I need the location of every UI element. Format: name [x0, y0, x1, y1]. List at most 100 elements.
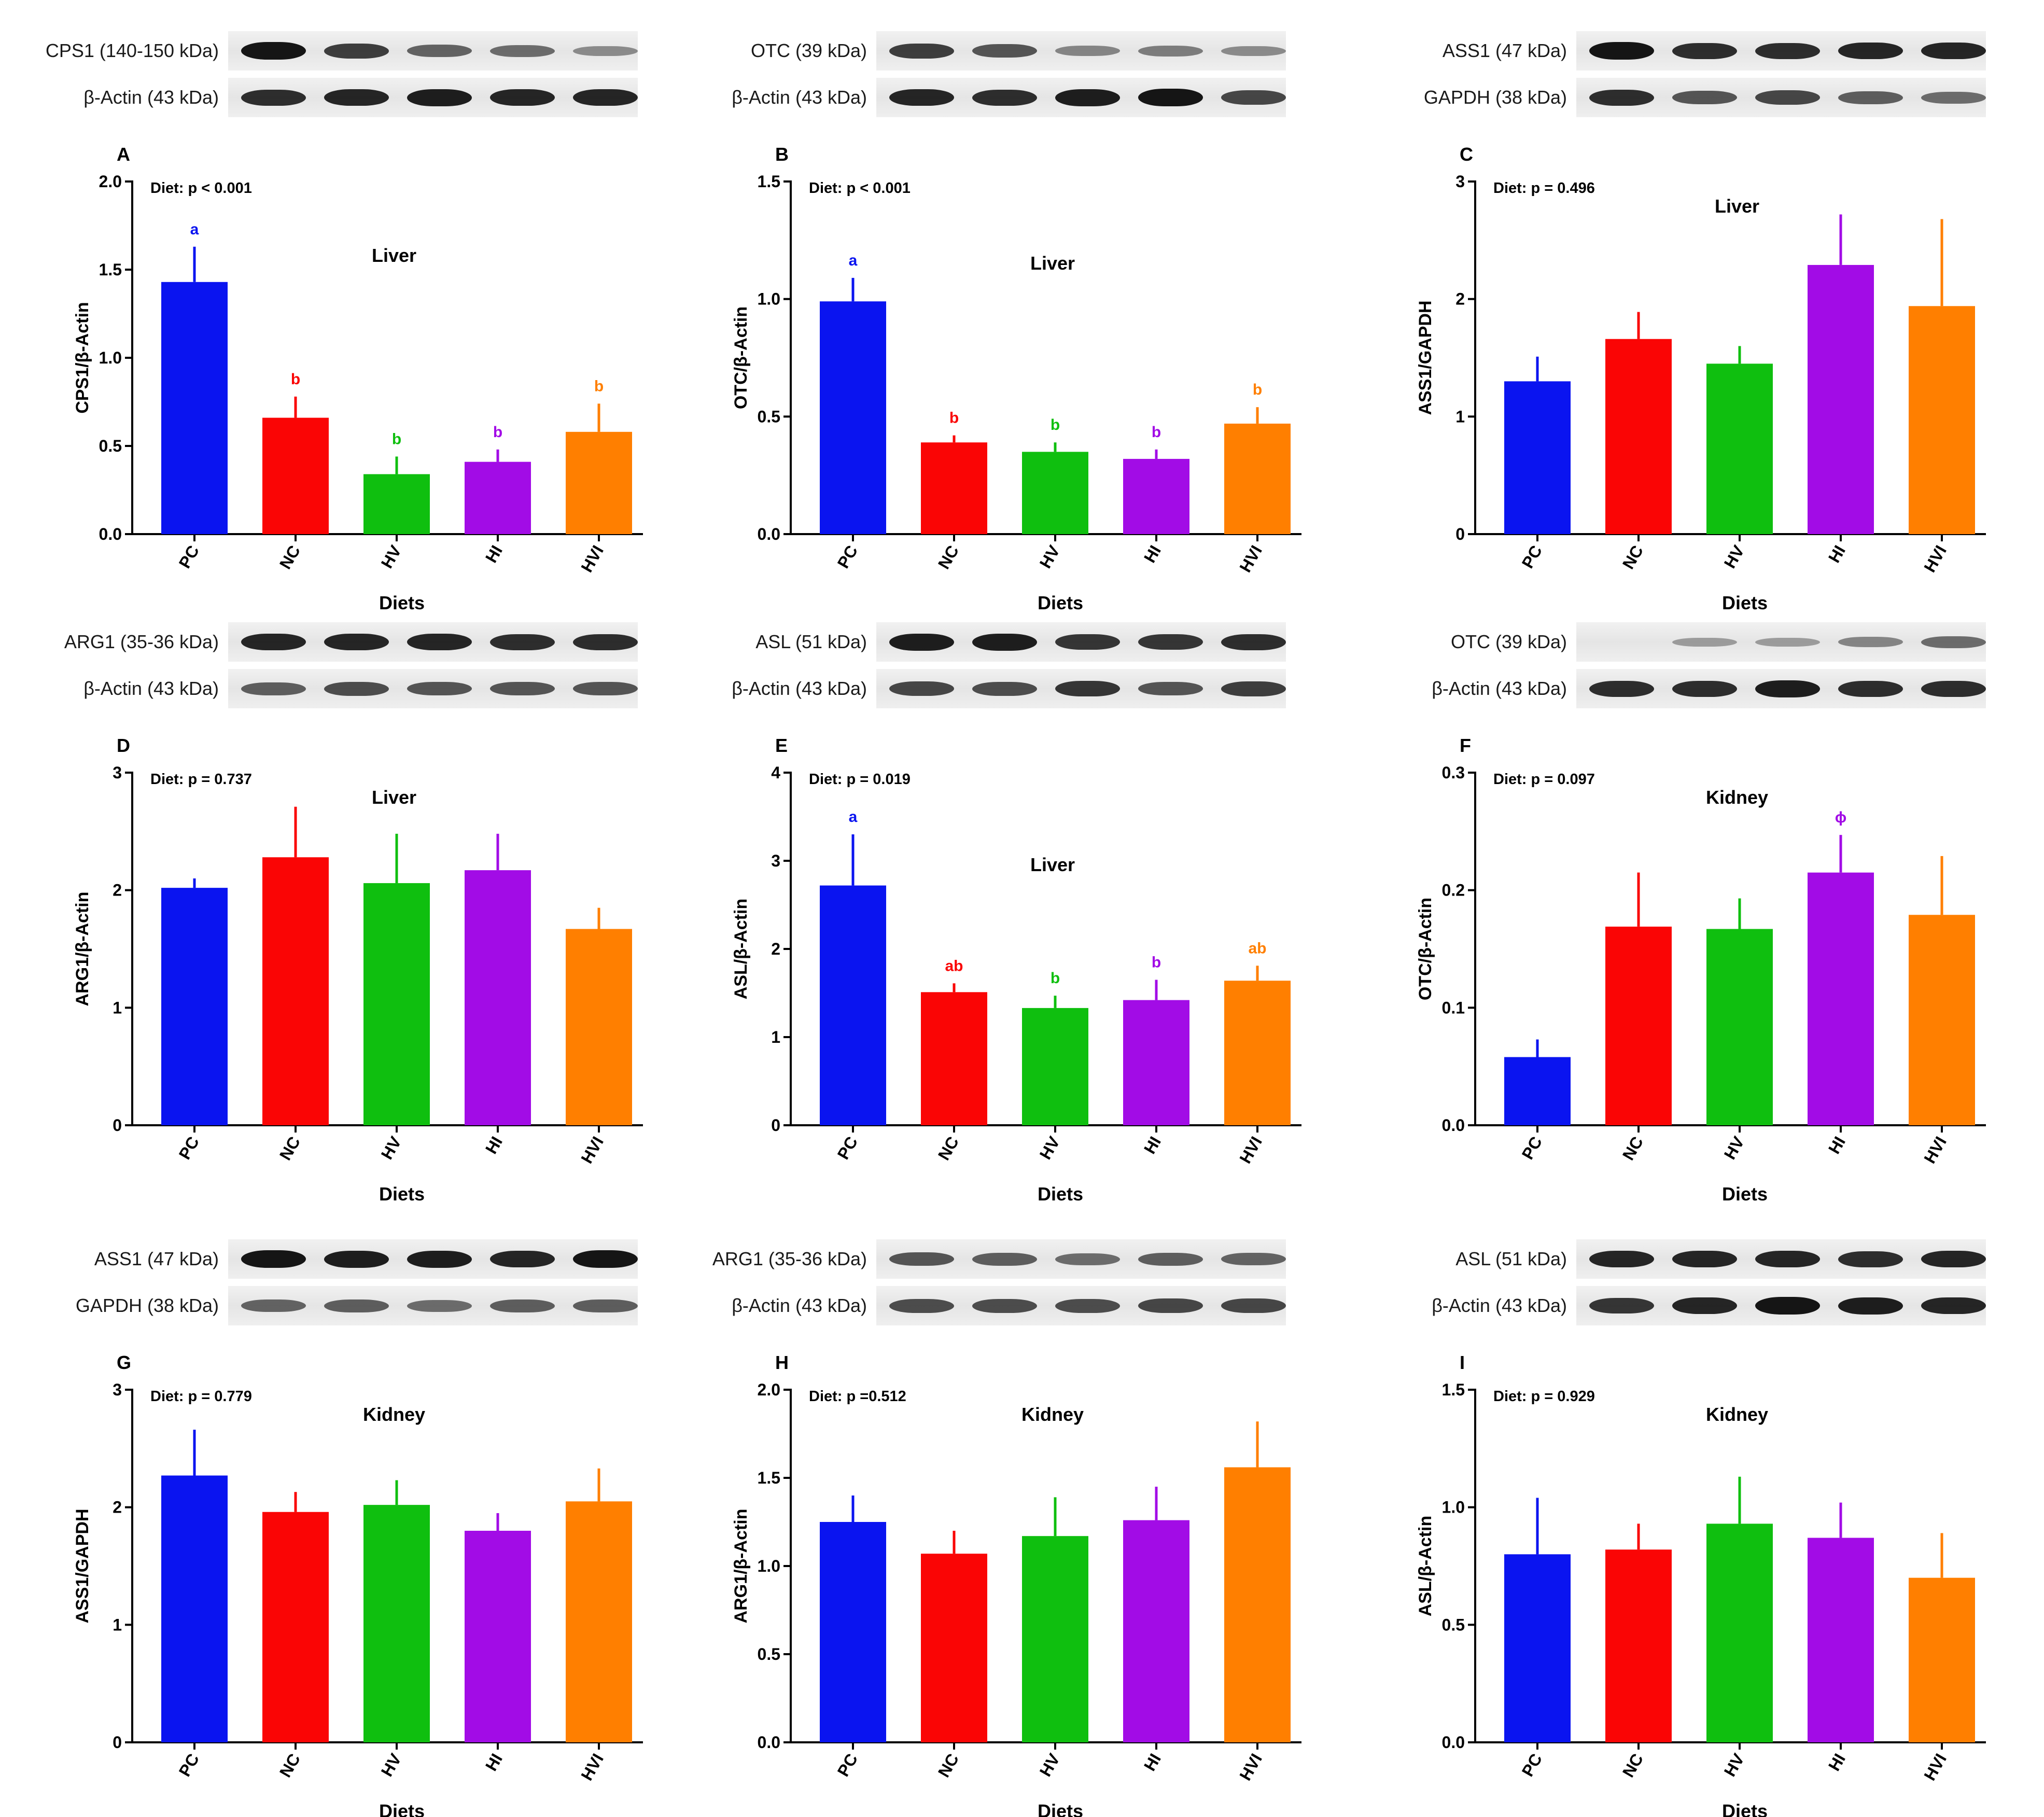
y-tick-label: 4	[771, 763, 780, 782]
bar-chart: G Diet: p = 0.779 Kidney 0 1 2 3 ASS1/GAPDH PC NC…	[73, 1352, 643, 1817]
bar	[1224, 981, 1291, 1125]
blot-band	[1221, 46, 1286, 56]
x-tick-label: HVI	[577, 1751, 607, 1784]
blot-label: OTC (39 kDa)	[750, 40, 867, 61]
chart-title: Kidney	[1706, 787, 1768, 808]
bar	[921, 992, 987, 1125]
chart-title: Liver	[372, 245, 416, 266]
blot-band	[1055, 1298, 1120, 1313]
y-tick-label: 3	[771, 851, 780, 870]
blot-row: ASL (51 kDa)	[755, 622, 1286, 662]
blot-band	[1921, 1297, 1986, 1314]
blot-row: ARG1 (35-36 kDa)	[712, 1239, 1286, 1279]
blot-band	[407, 1250, 472, 1268]
y-tick-label: 2.0	[99, 172, 122, 191]
panel-letter: D	[117, 735, 130, 756]
blot-band	[241, 634, 306, 650]
blot-band	[889, 1252, 954, 1266]
stat-label: Diet: p = 0.779	[150, 1388, 252, 1405]
x-tick-label: HI	[1140, 1751, 1165, 1774]
bar	[921, 1554, 987, 1742]
blot-label: β-Actin (43 kDa)	[83, 87, 219, 108]
x-tick-label: NC	[276, 1751, 304, 1781]
x-tick-label: HI	[1140, 1134, 1165, 1157]
x-tick-label: NC	[1619, 1751, 1647, 1781]
blot-band	[1055, 89, 1120, 106]
x-axis-label: Diets	[379, 1800, 425, 1817]
x-tick-label: HI	[1825, 1134, 1849, 1157]
blot-band	[573, 634, 638, 650]
blot-band	[407, 45, 472, 57]
x-axis-label: Diets	[1722, 592, 1768, 613]
blot-band	[324, 1299, 389, 1312]
x-tick-label: HI	[482, 1134, 506, 1157]
blot-band	[1838, 43, 1903, 59]
x-tick-label: HI	[482, 542, 506, 566]
y-tick-label: 1	[113, 998, 122, 1017]
stat-label: Diet: p = 0.929	[1493, 1388, 1595, 1405]
x-tick-label: PC	[834, 1134, 861, 1163]
significance-letter: b	[1253, 381, 1262, 398]
blot-label: ASS1 (47 kDa)	[94, 1248, 219, 1269]
blot-label: ASL (51 kDa)	[1455, 1248, 1567, 1269]
panel-letter: E	[775, 735, 788, 756]
blot-image	[1576, 622, 1986, 662]
panel-letter: G	[117, 1352, 131, 1373]
blot-band	[490, 1299, 555, 1312]
bar	[363, 883, 430, 1125]
bar-chart: C Diet: p = 0.496 Liver 0 1 2 3 ASS1/GAPDH PC NC H…	[1416, 144, 1986, 613]
y-tick-label: 3	[113, 1380, 122, 1399]
blot-band	[324, 681, 389, 696]
blot-row: β-Actin (43 kDa)	[83, 669, 638, 708]
bar	[363, 1505, 430, 1742]
stat-label: Diet: p = 0.496	[1493, 180, 1595, 197]
x-tick-label: HVI	[1920, 542, 1950, 576]
blot-band	[324, 89, 389, 106]
x-tick-label: NC	[934, 1751, 962, 1781]
bar	[1706, 929, 1773, 1125]
blot-band	[972, 633, 1037, 651]
bar	[161, 282, 228, 534]
blot-band	[1138, 682, 1203, 695]
blot-band	[407, 89, 472, 106]
blot-band	[1921, 636, 1986, 648]
stat-label: Diet: p = 0.737	[150, 771, 252, 788]
x-tick-label: PC	[175, 542, 203, 571]
bar	[1808, 264, 1874, 534]
stat-label: Diet: p = 0.019	[809, 771, 911, 788]
blot-band	[1221, 1253, 1286, 1265]
blot-label: OTC (39 kDa)	[1450, 631, 1567, 652]
blot-label: β-Actin (43 kDa)	[732, 87, 867, 108]
significance-letter: b	[1051, 416, 1060, 434]
y-tick-label: 0.0	[758, 1733, 780, 1752]
blot-label: ASL (51 kDa)	[755, 631, 867, 652]
x-tick-label: NC	[934, 542, 962, 572]
x-tick-label: HVI	[1920, 1134, 1950, 1167]
x-tick-label: HV	[1720, 1750, 1748, 1780]
bar	[820, 885, 886, 1125]
blot-row: β-Actin (43 kDa)	[1432, 669, 1986, 708]
significance-letter: b	[1152, 954, 1161, 971]
significance-letter: b	[291, 371, 300, 388]
blot-label: ARG1 (35-36 kDa)	[64, 631, 219, 652]
x-tick-label: HV	[1036, 542, 1064, 571]
x-tick-label: HVI	[1236, 1751, 1266, 1784]
y-tick-label: 2	[113, 1498, 122, 1517]
blot-band	[1672, 91, 1737, 104]
x-tick-label: HVI	[1236, 542, 1266, 576]
blot-band	[1921, 680, 1986, 697]
blot-band	[1755, 90, 1820, 105]
blot-band	[1838, 1297, 1903, 1315]
blot-band	[1921, 91, 1986, 104]
x-tick-label: PC	[1518, 1751, 1546, 1780]
bar	[820, 301, 886, 534]
blot-band	[1138, 634, 1203, 650]
y-tick-label: 2	[113, 881, 122, 900]
y-tick-label: 1	[113, 1615, 122, 1634]
bar-chart: B Diet: p < 0.001 Liver 0.0 0.5 1.0 1.5 OTC/β-A…	[731, 144, 1301, 613]
blot-band	[889, 89, 954, 106]
significance-letter: b	[493, 424, 502, 441]
y-tick-label: 2	[771, 940, 780, 958]
blot-band	[324, 1250, 389, 1268]
chart-title: Liver	[372, 787, 416, 808]
